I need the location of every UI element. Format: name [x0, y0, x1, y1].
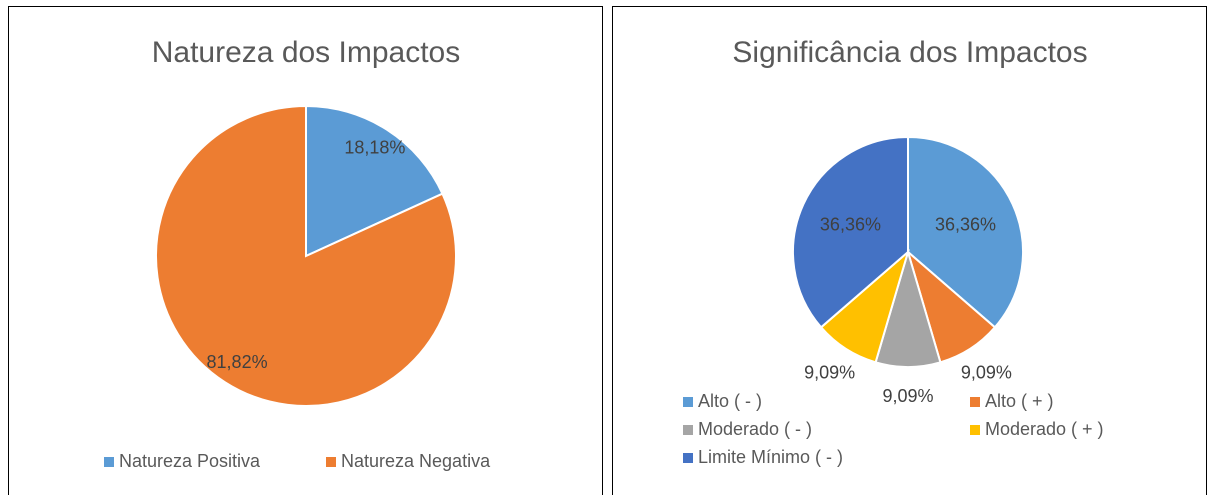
legend-swatch: [683, 425, 693, 435]
legend-swatch: [970, 397, 980, 407]
chart-title: Significância dos Impactos: [732, 36, 1087, 69]
value-label: 9,09%: [804, 363, 855, 383]
chart-title: Natureza dos Impactos: [152, 36, 460, 69]
pie-slice: [907, 135, 1024, 329]
value-label: 81,82%: [207, 352, 268, 372]
pie-slice: [792, 135, 909, 329]
legend-label: Limite Mínimo ( - ): [698, 447, 843, 467]
value-label: 36,36%: [820, 214, 881, 234]
legend-swatch: [104, 457, 114, 467]
pie-slice: [155, 104, 457, 407]
legend-swatch: [326, 457, 336, 467]
pie-slice: [305, 104, 444, 258]
legend-swatch: [970, 425, 980, 435]
value-label: 9,09%: [882, 386, 933, 406]
legend-label: Moderado ( + ): [985, 419, 1104, 439]
legend-label: Alto ( + ): [985, 391, 1054, 411]
value-label: 18,18%: [344, 137, 405, 157]
legend-swatch: [683, 397, 693, 407]
legend-label: Natureza Negativa: [341, 451, 491, 471]
value-label: 9,09%: [961, 363, 1012, 383]
legend-label: Moderado ( - ): [698, 419, 812, 439]
legend-swatch: [683, 453, 693, 463]
value-label: 36,36%: [935, 214, 996, 234]
legend-label: Alto ( - ): [698, 391, 762, 411]
legend-label: Natureza Positiva: [119, 451, 261, 471]
